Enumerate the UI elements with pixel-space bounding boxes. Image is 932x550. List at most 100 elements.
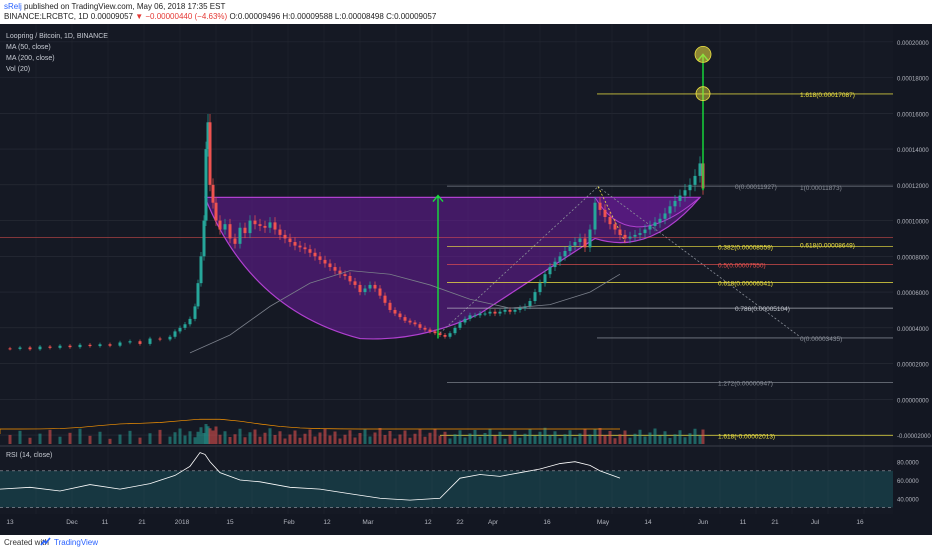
- time-tick-label: 15: [226, 519, 234, 526]
- candle-body: [28, 347, 32, 350]
- candle-body: [202, 220, 206, 257]
- chart-svg[interactable]: 1.618(0.00017087) 0(0.00011927) 1(0.000118…: [0, 24, 932, 536]
- volume-bar: [204, 424, 208, 444]
- candle-body: [48, 346, 52, 348]
- volume-bar: [693, 428, 697, 444]
- candle-body: [208, 122, 212, 185]
- volume-bar: [618, 434, 622, 444]
- volume-bar: [563, 434, 567, 444]
- low-value: L:0.00008498: [334, 12, 384, 21]
- time-tick-label: 12: [424, 519, 432, 526]
- candle-body: [378, 288, 382, 296]
- candle-body: [206, 122, 210, 150]
- close-value: C:0.00009057: [386, 12, 437, 21]
- legend-title: Loopring / Bitcoin, 1D, BINANCE: [6, 33, 108, 40]
- volume-bar: [328, 435, 332, 444]
- candle-body: [18, 347, 22, 349]
- volume-bar: [28, 437, 32, 444]
- volume-bar: [498, 431, 502, 444]
- candle-body: [598, 202, 602, 210]
- candle-body: [658, 218, 662, 223]
- tradingview-brand[interactable]: TradingView: [54, 538, 99, 547]
- candle-body: [523, 306, 527, 309]
- candle-body: [108, 344, 112, 346]
- candle-body: [588, 229, 592, 248]
- volume-bar: [583, 428, 587, 444]
- candle-body: [183, 324, 187, 328]
- symbol: BINANCE:LRCBTC, 1D: [4, 12, 89, 21]
- candle-body: [278, 229, 282, 235]
- time-tick-label: Jul: [811, 519, 820, 526]
- candle-body: [233, 238, 237, 244]
- volume-bar: [8, 434, 12, 444]
- volume-bar: [623, 430, 627, 444]
- candle-body: [158, 338, 162, 340]
- candle-body: [513, 309, 517, 312]
- price-tick-label: 0.00016000: [897, 112, 929, 118]
- time-tick-label: 2018: [175, 519, 190, 526]
- candle-body: [288, 238, 292, 243]
- candle-body: [583, 238, 587, 248]
- volume-bar: [573, 437, 577, 444]
- price-tick-label: 0.00020000: [897, 41, 929, 47]
- time-tick-label: Jun: [698, 519, 709, 526]
- volume-bar: [603, 435, 607, 444]
- legend-volume[interactable]: Vol (20): [6, 66, 30, 73]
- volume-bar: [196, 431, 200, 444]
- chart-area[interactable]: 1.618(0.00017087) 0(0.00011927) 1(0.000118…: [0, 24, 932, 536]
- candle-body: [193, 306, 197, 319]
- candle-body: [338, 270, 342, 275]
- target-circle-2: [694, 45, 712, 63]
- volume-bar: [438, 435, 442, 444]
- legend-ma50[interactable]: MA (50, close): [6, 44, 51, 51]
- time-tick-label: Mar: [362, 519, 374, 526]
- volume-bar: [199, 427, 203, 444]
- volume-bar: [348, 430, 352, 444]
- volume-bar: [683, 437, 687, 444]
- volume-bar: [193, 437, 197, 444]
- volume-bar: [206, 426, 210, 444]
- candle-body: [633, 234, 637, 237]
- candle-body: [493, 311, 497, 314]
- candle-body: [503, 309, 507, 312]
- candle-body: [638, 233, 642, 235]
- volume-bar: [568, 430, 572, 444]
- fib-label: 0.382(0.00008559): [718, 244, 773, 251]
- candle-body: [433, 331, 437, 334]
- volume-bar: [288, 434, 292, 444]
- time-axis-bg: [0, 514, 932, 536]
- volume-bar: [533, 435, 537, 444]
- candle-body: [228, 224, 232, 239]
- volume-bar: [543, 427, 547, 444]
- publish-line: sRelj published on TradingView.com, May …: [4, 2, 225, 11]
- fib-label: 1.618(-0.00002013): [718, 433, 775, 440]
- volume-bar: [453, 434, 457, 444]
- volume-bar: [488, 428, 492, 444]
- candle-body: [211, 184, 215, 203]
- author-name[interactable]: sRelj: [4, 2, 22, 11]
- rsi-label[interactable]: RSI (14, close): [6, 452, 52, 459]
- time-tick-label: 21: [771, 519, 779, 526]
- fib-levels: 1.618(0.00017087) 0(0.00011927) 1(0.000118…: [0, 92, 932, 440]
- time-tick-label: 12: [323, 519, 331, 526]
- price-tick-label: 0.00014000: [897, 148, 929, 154]
- candle-body: [573, 242, 577, 246]
- price-tick-label: 0.00010000: [897, 220, 929, 226]
- created-with: Created with: [4, 538, 49, 547]
- candle-body: [483, 313, 487, 315]
- volume-bar: [88, 435, 92, 444]
- trendline-down: [597, 186, 801, 338]
- candle-body: [283, 234, 287, 239]
- volume-bar: [638, 429, 642, 444]
- candle-body: [688, 184, 692, 191]
- candle-body: [243, 227, 247, 234]
- volume-bar: [263, 432, 267, 444]
- candle-body: [223, 224, 227, 230]
- price-axis: 0.00020000 0.00018000 0.00016000 0.00014000…: [893, 24, 932, 536]
- candle-body: [214, 202, 218, 221]
- legend-ma200[interactable]: MA (200, close): [6, 55, 55, 62]
- candle-body: [663, 213, 667, 219]
- volume-bar: [513, 430, 517, 444]
- candle-body: [553, 261, 557, 268]
- volume-bar: [483, 433, 487, 444]
